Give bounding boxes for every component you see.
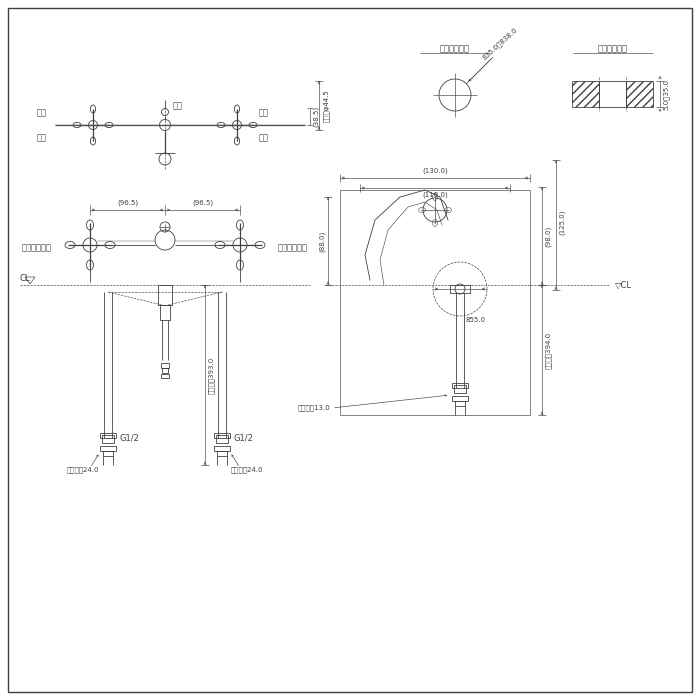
Bar	[102, 435, 114, 443]
Bar	[452, 383, 468, 388]
Bar	[626, 81, 653, 107]
Bar	[162, 368, 168, 373]
Bar	[214, 433, 230, 438]
Bar	[161, 374, 169, 378]
Bar	[100, 433, 116, 438]
Text: (125.0): (125.0)	[559, 210, 566, 235]
Bar	[217, 451, 227, 456]
Bar	[455, 401, 465, 406]
Text: 取付高さ393.0: 取付高さ393.0	[208, 356, 215, 393]
Text: ▽CL: ▽CL	[615, 281, 632, 290]
Text: 吸出口φ44.5: 吸出口φ44.5	[323, 89, 330, 122]
Bar	[452, 396, 468, 401]
Text: 5.0～35.0: 5.0～35.0	[663, 78, 670, 109]
Text: 天板締付範囲: 天板締付範囲	[598, 45, 628, 53]
Text: 六角対辺13.0: 六角対辺13.0	[298, 405, 330, 412]
Text: 上水: 上水	[37, 108, 47, 117]
Bar	[599, 81, 626, 107]
Text: 855.0: 855.0	[465, 317, 485, 323]
Text: (96.5): (96.5)	[117, 199, 138, 206]
Bar	[214, 446, 230, 451]
Text: 上水: 上水	[259, 108, 269, 117]
Text: (38.5): (38.5)	[313, 106, 319, 127]
Bar	[216, 435, 228, 443]
Bar	[158, 285, 172, 305]
Text: 六角対辺24.0: 六角対辺24.0	[231, 467, 263, 473]
Text: 水水ハンドル: 水水ハンドル	[278, 244, 308, 253]
Text: 取付高さ394.0: 取付高さ394.0	[545, 331, 552, 369]
Text: 温水ハンドル: 温水ハンドル	[22, 244, 52, 253]
Text: 835.0～838.0: 835.0～838.0	[481, 26, 519, 61]
Text: (98.0): (98.0)	[545, 225, 552, 246]
Bar	[161, 363, 169, 368]
Bar	[160, 305, 170, 320]
Text: (88.0): (88.0)	[318, 230, 325, 251]
Bar	[340, 190, 530, 415]
Text: 吐水: 吐水	[173, 101, 183, 110]
Bar	[572, 81, 599, 107]
Bar	[103, 451, 113, 456]
Text: G1/2: G1/2	[234, 433, 254, 442]
Text: 六角対辺24.0: 六角対辺24.0	[66, 467, 99, 473]
Bar	[100, 446, 116, 451]
Bar	[450, 285, 470, 293]
Text: 吐水: 吐水	[37, 133, 47, 142]
Bar	[454, 385, 466, 393]
Text: (118.0): (118.0)	[422, 192, 448, 199]
Text: CL: CL	[20, 274, 31, 283]
Text: G1/2: G1/2	[120, 433, 140, 442]
Text: (96.5): (96.5)	[192, 199, 213, 206]
Text: (130.0): (130.0)	[422, 167, 448, 174]
Text: 天板取付穴径: 天板取付穴径	[440, 45, 470, 53]
Text: 吐水: 吐水	[259, 133, 269, 142]
